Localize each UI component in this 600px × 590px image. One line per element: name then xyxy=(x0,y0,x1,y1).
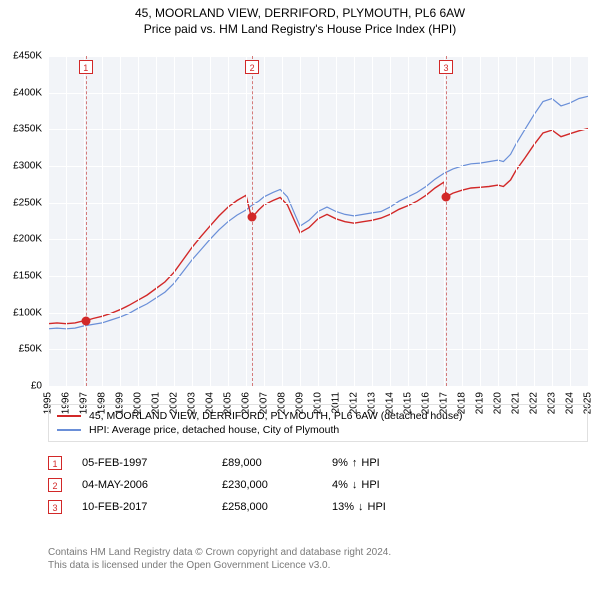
gridline-v xyxy=(282,56,283,386)
gridline-h xyxy=(48,386,588,387)
gridline-v xyxy=(246,56,247,386)
gridline-v xyxy=(48,56,49,386)
legend-swatch-property xyxy=(57,415,81,417)
y-axis-label: £100K xyxy=(0,307,42,318)
sale-marker-dot xyxy=(248,213,257,222)
sale-marker-dot xyxy=(441,192,450,201)
y-axis-label: £450K xyxy=(0,51,42,62)
y-axis-label: £250K xyxy=(0,197,42,208)
sales-row-hpi-label: HPI xyxy=(361,457,379,469)
gridline-v xyxy=(66,56,67,386)
gridline-v xyxy=(156,56,157,386)
gridline-v xyxy=(516,56,517,386)
sales-row-hpi: 9% ↑HPI xyxy=(332,457,380,469)
sales-row-price: £89,000 xyxy=(222,457,312,469)
gridline-v xyxy=(210,56,211,386)
title-block: 45, MOORLAND VIEW, DERRIFORD, PLYMOUTH, … xyxy=(0,0,600,36)
gridline-v xyxy=(336,56,337,386)
sales-row: 3 10-FEB-2017 £258,000 13% ↓ HPI xyxy=(48,496,588,518)
sales-row-hpi-pct: 9% xyxy=(332,457,348,469)
sale-dashline xyxy=(86,56,87,386)
legend-swatch-hpi xyxy=(57,429,81,431)
gridline-v xyxy=(228,56,229,386)
gridline-v xyxy=(372,56,373,386)
gridline-v xyxy=(300,56,301,386)
y-axis-label: £300K xyxy=(0,161,42,172)
footer-line1: Contains HM Land Registry data © Crown c… xyxy=(48,546,588,559)
gridline-v xyxy=(120,56,121,386)
sales-row-hpi: 13% ↓ HPI xyxy=(332,501,386,513)
footer-line2: This data is licensed under the Open Gov… xyxy=(48,559,588,572)
legend-label-property: 45, MOORLAND VIEW, DERRIFORD, PLYMOUTH, … xyxy=(89,410,462,422)
y-axis-label: £350K xyxy=(0,124,42,135)
sales-row-date: 04-MAY-2006 xyxy=(82,479,202,491)
sales-row-hpi: 4% ↓HPI xyxy=(332,479,380,491)
sales-row-badge: 3 xyxy=(48,500,62,514)
sales-row-hpi-label: HPI xyxy=(368,501,386,513)
gridline-v xyxy=(534,56,535,386)
gridline-v xyxy=(264,56,265,386)
y-axis-label: £200K xyxy=(0,234,42,245)
gridline-v xyxy=(444,56,445,386)
sales-table: 105-FEB-1997£89,0009%↑HPI204-MAY-2006£23… xyxy=(48,452,588,518)
gridline-v xyxy=(498,56,499,386)
sales-row-price: £230,000 xyxy=(222,479,312,491)
gridline-v xyxy=(408,56,409,386)
gridline-v xyxy=(462,56,463,386)
gridline-v xyxy=(390,56,391,386)
legend-item-property: 45, MOORLAND VIEW, DERRIFORD, PLYMOUTH, … xyxy=(57,409,579,423)
sales-row-badge: 2 xyxy=(48,478,62,492)
title-address: 45, MOORLAND VIEW, DERRIFORD, PLYMOUTH, … xyxy=(0,6,600,20)
sales-row: 2 04-MAY-2006 £230,000 4% ↓HPI xyxy=(48,474,588,496)
sale-badge: 3 xyxy=(439,60,453,74)
gridline-v xyxy=(192,56,193,386)
legend: 45, MOORLAND VIEW, DERRIFORD, PLYMOUTH, … xyxy=(48,404,588,442)
sales-row: 1 05-FEB-1997 £89,000 9% ↑HPI xyxy=(48,452,588,474)
sales-row-price: £258,000 xyxy=(222,501,312,513)
gridline-v xyxy=(426,56,427,386)
y-axis-label: £150K xyxy=(0,271,42,282)
gridline-v xyxy=(552,56,553,386)
sales-row-badge: 1 xyxy=(48,456,62,470)
sales-row-date: 05-FEB-1997 xyxy=(82,457,202,469)
gridline-v xyxy=(354,56,355,386)
arrow-icon: ↓ xyxy=(352,479,358,491)
sales-row-hpi-label: HPI xyxy=(361,479,379,491)
sale-dashline xyxy=(446,56,447,386)
legend-label-hpi: HPI: Average price, detached house, City… xyxy=(89,424,339,436)
gridline-v xyxy=(588,56,589,386)
sales-row-date: 10-FEB-2017 xyxy=(82,501,202,513)
figure: 45, MOORLAND VIEW, DERRIFORD, PLYMOUTH, … xyxy=(0,0,600,590)
gridline-v xyxy=(138,56,139,386)
chart-plot-area: £0£50K£100K£150K£200K£250K£300K£350K£400… xyxy=(48,56,588,386)
sale-badge: 1 xyxy=(79,60,93,74)
footer: Contains HM Land Registry data © Crown c… xyxy=(48,546,588,572)
sales-row-hpi-pct: 4% xyxy=(332,479,348,491)
y-axis-label: £400K xyxy=(0,87,42,98)
gridline-v xyxy=(570,56,571,386)
sales-row-hpi-pct: 13% xyxy=(332,501,354,513)
y-axis-label: £0 xyxy=(0,381,42,392)
sale-marker-dot xyxy=(81,316,90,325)
y-axis-label: £50K xyxy=(0,344,42,355)
title-subtitle: Price paid vs. HM Land Registry's House … xyxy=(0,22,600,36)
legend-item-hpi: HPI: Average price, detached house, City… xyxy=(57,423,579,437)
arrow-icon: ↓ xyxy=(358,501,364,513)
arrow-icon: ↑ xyxy=(352,457,358,469)
gridline-v xyxy=(102,56,103,386)
sale-badge: 2 xyxy=(245,60,259,74)
gridline-v xyxy=(480,56,481,386)
gridline-v xyxy=(318,56,319,386)
gridline-v xyxy=(174,56,175,386)
